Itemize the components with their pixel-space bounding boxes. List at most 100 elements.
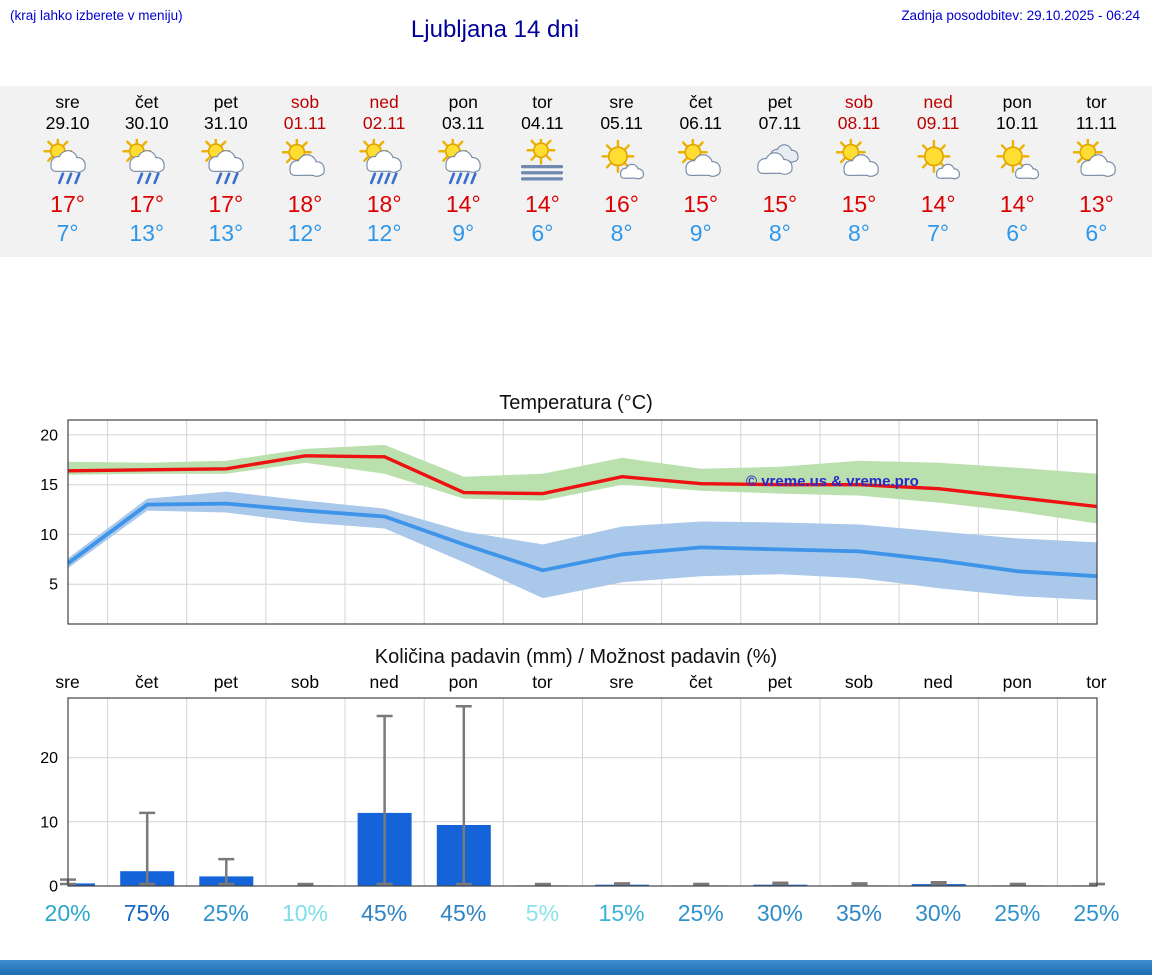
watermark-link[interactable]: © vreme.us & vreme.pro bbox=[746, 473, 919, 490]
temperature-chart-title: Temperatura (°C) bbox=[499, 392, 653, 414]
mostly-sunny-icon bbox=[996, 139, 1040, 179]
high-temp: 13° bbox=[1079, 191, 1114, 217]
precip-probability-label: 25% bbox=[202, 900, 249, 926]
low-temp: 6° bbox=[1085, 220, 1108, 246]
day-date: 01.11 bbox=[283, 113, 327, 133]
mostly-sunny-icon bbox=[600, 139, 644, 179]
spacer bbox=[0, 257, 1152, 390]
precip-whisker bbox=[139, 811, 156, 886]
shower-icon bbox=[121, 138, 165, 184]
partly-cloudy-icon bbox=[835, 138, 879, 177]
day-date: 11.11 bbox=[1075, 113, 1118, 133]
weather-icon-wrap bbox=[107, 134, 186, 190]
forecast-day-cell: ned 02.11 18° 12° bbox=[345, 92, 424, 247]
last-update-text: Zadnja posodobitev: 29.10.2025 - 06:24 bbox=[901, 8, 1140, 23]
precip-probability-label: 5% bbox=[525, 900, 560, 926]
precip-whisker bbox=[614, 882, 631, 886]
weather-icon-wrap bbox=[978, 134, 1057, 190]
high-temp: 18° bbox=[366, 191, 402, 217]
temp-ytick-label: 10 bbox=[40, 527, 58, 544]
precip-ytick-label: 0 bbox=[49, 879, 58, 895]
top-bar: (kraj lahko izberete v meniju) Ljubljana… bbox=[0, 0, 1152, 60]
weather-icon-wrap bbox=[661, 134, 740, 190]
precip-probability-label: 35% bbox=[835, 900, 883, 926]
precip-day-label: pet bbox=[213, 672, 239, 692]
day-name: čet bbox=[689, 92, 713, 112]
precip-day-labels-row: sre čet pet sob ned pon tor sre čet pet sob ned pon t… bbox=[0, 670, 1152, 694]
heavy-shower-icon bbox=[438, 138, 481, 184]
precip-chart-title: Količina padavin (mm) / Možnost padavin … bbox=[374, 646, 778, 668]
low-temp: 8° bbox=[610, 220, 633, 246]
low-temp: 9° bbox=[689, 220, 712, 246]
weather-icon-wrap bbox=[424, 134, 503, 190]
partly-cloudy-icon bbox=[1073, 138, 1117, 177]
precip-whisker bbox=[534, 882, 551, 886]
weather-icon-wrap bbox=[503, 134, 582, 190]
day-name: sre bbox=[55, 92, 80, 112]
forecast-day-cell: sob 01.11 18° 12° bbox=[265, 92, 344, 247]
forecast-day-cell: pon 10.11 14° 6° bbox=[978, 92, 1057, 247]
precip-probability-label: 10% bbox=[281, 900, 329, 926]
forecast-day-cell: pet 07.11 15° 8° bbox=[740, 92, 819, 247]
day-date: 29.10 bbox=[45, 113, 90, 133]
weather-icon-wrap bbox=[28, 134, 107, 190]
temp-ytick-label: 20 bbox=[40, 427, 58, 444]
precip-day-label: sre bbox=[609, 672, 634, 692]
forecast-day-cell: tor 04.11 14° 6° bbox=[503, 92, 582, 247]
precip-probability-label: 30% bbox=[756, 900, 803, 926]
high-temp: 16° bbox=[604, 191, 639, 217]
precip-whisker bbox=[772, 881, 789, 886]
precip-whisker bbox=[218, 857, 235, 886]
precip-probability-label: 30% bbox=[915, 900, 962, 926]
forecast-day-cell: pon 03.11 14° 9° bbox=[424, 92, 503, 247]
precip-whisker bbox=[455, 705, 472, 886]
weather-icon-wrap bbox=[1057, 134, 1136, 190]
fog-icon bbox=[521, 138, 564, 180]
precip-bar bbox=[68, 883, 95, 886]
day-date: 08.11 bbox=[837, 113, 881, 133]
partly-cloudy-icon bbox=[677, 138, 721, 177]
cloudy-icon bbox=[757, 143, 799, 175]
day-date: 03.11 bbox=[442, 113, 485, 133]
high-temp: 17° bbox=[208, 191, 244, 217]
low-temp: 12° bbox=[366, 220, 402, 246]
day-name: ned bbox=[369, 92, 399, 112]
precip-day-label: sre bbox=[55, 672, 80, 692]
low-temp: 12° bbox=[287, 220, 323, 246]
low-temp: 6° bbox=[531, 220, 554, 246]
precip-ytick-label: 20 bbox=[40, 750, 58, 767]
low-temp: 7° bbox=[56, 220, 79, 246]
day-date: 06.11 bbox=[679, 113, 722, 133]
forecast-day-cell: ned 09.11 14° 7° bbox=[899, 92, 978, 247]
precip-day-label: pon bbox=[448, 672, 478, 692]
mostly-sunny-icon bbox=[917, 139, 961, 179]
temp-ytick-label: 5 bbox=[49, 577, 58, 594]
day-name: pet bbox=[767, 92, 793, 112]
page-title: Ljubljana 14 dni bbox=[410, 16, 580, 43]
day-name: pet bbox=[213, 92, 239, 112]
forecast-day-cell: tor 11.11 13° 6° bbox=[1057, 92, 1136, 247]
precip-whisker bbox=[376, 714, 393, 886]
precip-day-label: tor bbox=[532, 672, 553, 692]
day-name: tor bbox=[1086, 92, 1107, 112]
precip-probability-label: 45% bbox=[361, 900, 408, 926]
high-temp: 15° bbox=[762, 191, 798, 217]
precip-probability-row: 20% 75% 25% 10% 45% 45% 5% 15% 25% 30% 35% 30% 25% 25… bbox=[0, 898, 1152, 928]
precip-day-label: sob bbox=[290, 672, 320, 692]
forecast-day-cell: pet 31.10 17° 13° bbox=[186, 92, 265, 247]
precip-day-label: sob bbox=[844, 672, 874, 692]
day-name: sre bbox=[609, 92, 634, 112]
day-date: 04.11 bbox=[521, 113, 564, 133]
day-date: 02.11 bbox=[362, 113, 406, 133]
forecast-day-cell: sob 08.11 15° 8° bbox=[819, 92, 898, 247]
precip-day-label: ned bbox=[923, 672, 953, 692]
high-temp: 15° bbox=[683, 191, 719, 217]
precip-whisker bbox=[297, 882, 314, 886]
day-name: ned bbox=[923, 92, 953, 112]
day-date: 10.11 bbox=[996, 113, 1039, 133]
high-temp: 14° bbox=[999, 191, 1035, 217]
day-date: 30.10 bbox=[124, 113, 169, 133]
precip-day-label: ned bbox=[369, 672, 399, 692]
precip-probability-label: 25% bbox=[994, 900, 1041, 926]
forecast-day-cell: sre 29.10 17° 7° bbox=[28, 92, 107, 247]
